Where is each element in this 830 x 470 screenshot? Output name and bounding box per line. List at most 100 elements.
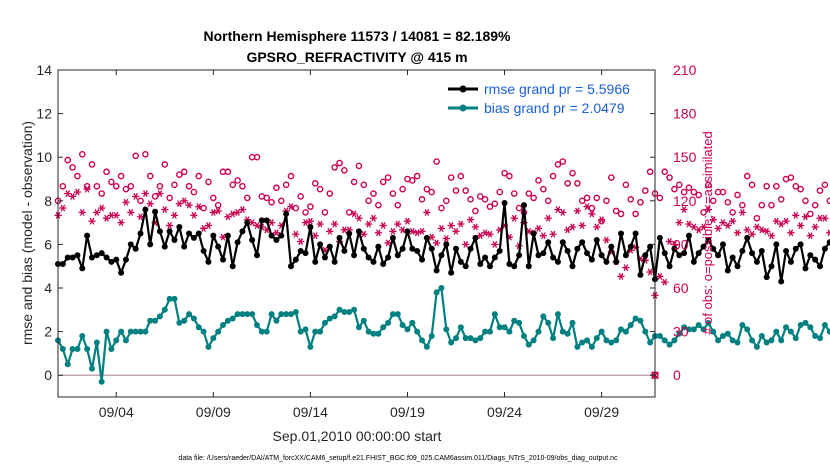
obs-possible-point <box>811 201 819 209</box>
obs-assimilated-point <box>132 192 140 200</box>
rmse-series-point <box>622 252 629 259</box>
obs-possible-point <box>132 152 139 160</box>
obs-possible-point <box>195 172 203 180</box>
rmse-series-point <box>74 252 81 259</box>
x-tick-label: 09/29 <box>584 404 619 420</box>
obs-possible-point <box>331 164 338 171</box>
bias-series-point <box>433 289 440 296</box>
bias-series-point <box>176 319 183 326</box>
obs-assimilated-point <box>753 223 761 231</box>
obs-assimilated-point <box>360 230 368 238</box>
rmse-series-point <box>768 263 775 270</box>
obs-assimilated-point <box>238 206 247 213</box>
obs-assimilated-point <box>622 264 630 272</box>
bias-series-point <box>268 311 275 318</box>
obs-assimilated-point <box>253 222 261 229</box>
rmse-series-point <box>778 278 785 285</box>
obs-possible-point <box>777 196 785 203</box>
x-tick-label: 09/24 <box>487 404 522 420</box>
rmse-series-point <box>491 254 498 261</box>
bias-series-point <box>161 306 168 313</box>
bias-series-point <box>584 337 591 344</box>
obs-possible-point <box>151 193 159 200</box>
obs-possible-point <box>753 214 761 222</box>
bias-series-point <box>79 332 86 339</box>
obs-possible-point <box>78 150 86 158</box>
bias-series-point <box>355 324 362 331</box>
bias-series-point <box>98 378 105 385</box>
bias-series-point <box>137 328 144 335</box>
obs-assimilated-point <box>229 210 237 218</box>
rmse-series-point <box>812 256 819 263</box>
obs-assimilated-point <box>733 229 742 237</box>
obs-assimilated-point <box>394 220 402 228</box>
chart-subtitle: GPSRO_REFRACTIVITY @ 415 m <box>246 49 467 65</box>
rmse-series-point <box>705 237 712 244</box>
obs-possible-point <box>418 196 426 203</box>
obs-possible-point <box>311 180 319 187</box>
bias-series-point <box>540 313 547 320</box>
obs-assimilated-point <box>481 229 489 237</box>
rmse-series-point <box>661 250 668 257</box>
bias-series-point <box>351 306 358 313</box>
rmse-series-point <box>559 239 566 246</box>
obs-possible-point <box>525 190 533 197</box>
obs-assimilated-point <box>598 216 606 224</box>
obs-possible-point <box>117 172 125 180</box>
rmse-series-point <box>496 247 503 254</box>
obs-assimilated-point <box>811 223 819 231</box>
legend-box <box>445 75 647 119</box>
obs-assimilated-point <box>675 219 683 227</box>
plot-data <box>54 150 830 385</box>
rmse-series-point <box>448 269 455 276</box>
bias-series-point <box>520 332 527 339</box>
obs-assimilated-point <box>534 224 543 232</box>
rmse-series-point <box>147 241 154 248</box>
bias-series-point <box>477 335 484 342</box>
bias-series-point <box>472 337 479 344</box>
obs-assimilated-point <box>792 211 800 219</box>
bias-series-point <box>336 306 343 313</box>
rmse-series-point <box>297 247 304 254</box>
obs-possible-point <box>588 204 596 212</box>
rmse-series-point <box>530 230 537 237</box>
rmse-series-point <box>127 241 134 248</box>
rmse-series-point <box>428 245 435 252</box>
bias-series-line <box>57 286 830 383</box>
obs-possible-point <box>821 181 829 189</box>
legend-rmse-marker <box>459 85 467 93</box>
obs-possible-point <box>200 204 207 212</box>
bias-series-point <box>545 319 552 326</box>
obs-possible-point <box>98 190 105 197</box>
bias-series-point <box>438 285 445 291</box>
obs-possible-point <box>243 194 251 202</box>
obs-possible-point <box>807 210 814 218</box>
obs-assimilated-point <box>646 268 654 276</box>
bias-series-point <box>773 328 780 335</box>
bias-series-point <box>108 346 115 353</box>
y-tick-label-right: 150 <box>673 149 697 165</box>
obs-possible-point <box>549 172 557 180</box>
bias-series-point <box>802 319 809 326</box>
bias-series-point <box>453 335 459 342</box>
obs-assimilated-point <box>457 220 465 228</box>
rmse-series-point <box>190 234 197 241</box>
obs-possible-point <box>617 210 625 218</box>
obs-possible-point <box>180 168 188 176</box>
obs-possible-point <box>277 197 285 205</box>
obs-assimilated-point <box>117 219 125 227</box>
obs-assimilated-point <box>719 219 727 227</box>
rmse-series-point <box>739 247 746 254</box>
rmse-series-point <box>603 258 610 265</box>
bias-series-point <box>399 322 406 329</box>
bias-series-point <box>550 335 557 342</box>
bias-series-point <box>190 315 197 322</box>
bias-series-point <box>380 324 387 331</box>
obs-possible-point <box>671 185 678 193</box>
obs-possible-point <box>641 187 649 194</box>
obs-possible-point <box>680 188 688 196</box>
rmse-series-point <box>763 274 770 281</box>
obs-assimilated-point <box>588 210 596 218</box>
obs-possible-point <box>690 188 698 196</box>
